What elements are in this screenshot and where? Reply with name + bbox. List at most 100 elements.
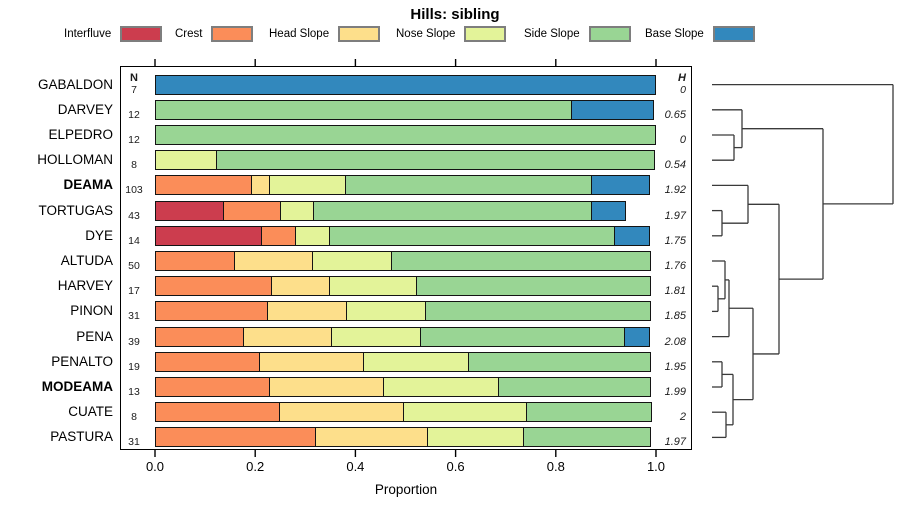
row-label: PENA [76, 328, 113, 344]
bar-segment-head-slope [315, 427, 429, 448]
bar-segment-crest [155, 276, 273, 297]
bar-segment-nose-slope [427, 427, 525, 448]
row-label: PINON [70, 303, 113, 319]
bar-row [155, 351, 652, 372]
h-value: 1.85 [664, 310, 686, 323]
bar-segment-head-slope [259, 351, 365, 372]
h-value: 2 [679, 411, 686, 424]
bar-row [155, 150, 655, 171]
x-axis-tick-label: 1.0 [646, 459, 666, 474]
bar-segment-side-slope [497, 377, 652, 397]
h-value: 1.92 [664, 184, 686, 197]
legend-swatch-side-slope [588, 26, 631, 42]
bar-segment-side-slope [419, 326, 626, 347]
bar-row [155, 200, 627, 221]
bar-segment-nose-slope [383, 377, 500, 397]
legend-item: Interfluve [64, 26, 163, 42]
n-value: 19 [128, 360, 140, 373]
bar-segment-crest [155, 377, 271, 397]
row-label: PENALTO [51, 353, 113, 369]
row-label: CUATE [68, 404, 113, 420]
bar-segment-nose-slope [279, 200, 315, 221]
x-axis-tick-label: 0.4 [346, 459, 365, 474]
x-axis-tick-label: 0.0 [145, 459, 165, 474]
bar-row [155, 276, 652, 297]
h-header: H [678, 71, 686, 84]
bar-segment-nose-slope [268, 175, 347, 196]
row-label: PASTURA [50, 429, 113, 445]
h-value: 2.08 [664, 335, 686, 348]
legend-swatch-head-slope [338, 26, 381, 42]
bar-segment-nose-slope [328, 276, 418, 297]
n-value: 43 [128, 209, 140, 222]
bar-segment-head-slope [233, 251, 314, 271]
legend-item-label: Base Slope [645, 28, 704, 40]
bar-row [155, 225, 650, 246]
bar-segment-nose-slope [155, 150, 218, 171]
bar-row [155, 427, 652, 448]
bar-segment-head-slope [278, 402, 404, 423]
n-value: 17 [128, 285, 140, 298]
bar-segment-side-slope [425, 301, 652, 322]
n-value: 7 [131, 83, 137, 96]
n-value: 12 [128, 108, 140, 121]
h-value: 1.75 [664, 234, 686, 247]
row-label: HOLLOMAN [37, 152, 113, 168]
legend-swatch-interfluve [120, 26, 163, 42]
bar-segment-head-slope [269, 377, 385, 397]
h-value: 0.65 [664, 108, 686, 121]
bar-segment-head-slope [243, 326, 333, 347]
bar-segment-crest [155, 351, 261, 372]
row-label: HARVEY [57, 278, 113, 294]
n-value: 50 [128, 260, 140, 272]
row-label: GABALDON [37, 76, 113, 92]
bar-segment-interfluve [155, 225, 263, 246]
h-value: 1.81 [664, 285, 686, 298]
legend-item-label: Nose Slope [396, 28, 456, 40]
legend-item-label: Side Slope [524, 28, 580, 40]
bar-segment-nose-slope [402, 402, 528, 423]
legend-item: Base Slope [645, 26, 755, 42]
bar-segment-nose-slope [363, 351, 470, 372]
row-label: MODEAMA [41, 379, 113, 394]
h-value: 1.95 [664, 360, 686, 373]
n-value: 14 [128, 234, 140, 247]
legend-item-label: Crest [175, 28, 203, 40]
x-axis-title: Proportion [374, 482, 438, 497]
bar-segment-crest [155, 402, 281, 423]
legend-item: Head Slope [269, 26, 381, 42]
legend-swatch-base-slope [712, 26, 755, 42]
h-value: 1.97 [664, 209, 686, 222]
bar-segment-side-slope [344, 175, 593, 196]
bar-segment-side-slope [522, 427, 652, 448]
plot-area [120, 66, 692, 450]
bar-segment-crest [155, 251, 236, 271]
bar-segment-side-slope [216, 150, 655, 171]
bar-segment-nose-slope [345, 301, 427, 322]
n-value: 12 [128, 134, 140, 146]
bar-segment-side-slope [467, 351, 652, 372]
bar-segment-side-slope [313, 200, 593, 221]
bar-segment-side-slope [415, 276, 652, 297]
bar-segment-side-slope [390, 251, 652, 271]
n-value: 8 [131, 411, 137, 424]
bar-segment-base-slope [591, 200, 627, 221]
legend-item: Side Slope [524, 26, 631, 42]
bar-segment-base-slope [624, 326, 650, 347]
bar-segment-side-slope [155, 99, 573, 120]
legend-item: Crest [175, 26, 254, 42]
bar-segment-head-slope [250, 175, 271, 196]
x-axis-tick-label: 0.2 [246, 459, 265, 474]
legend-swatch-crest [211, 26, 254, 42]
legend-item-label: Interfluve [64, 28, 112, 40]
bar-row [155, 74, 656, 95]
legend-item-label: Head Slope [269, 28, 330, 40]
n-value: 8 [131, 159, 137, 172]
row-label: ELPEDRO [48, 127, 113, 142]
bar-row [155, 326, 650, 347]
n-header: N [130, 71, 138, 84]
bar-row [155, 301, 652, 322]
